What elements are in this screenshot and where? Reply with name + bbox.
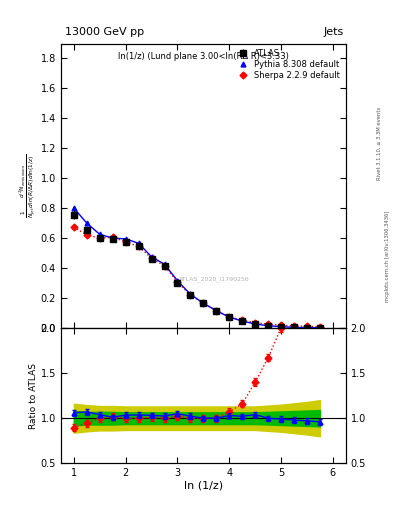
Sherpa 2.2.9 default [136,243,141,249]
Text: mcplots.cern.ch [arXiv:1306.3436]: mcplots.cern.ch [arXiv:1306.3436] [385,210,389,302]
Text: 13000 GeV pp: 13000 GeV pp [65,27,144,37]
Pythia 8.308 default [253,321,257,327]
Pythia 8.308 default [240,318,244,324]
Pythia 8.308 default [175,278,180,284]
Text: ln(1/z) (Lund plane 3.00<ln(RΔ R)<3.33): ln(1/z) (Lund plane 3.00<ln(RΔ R)<3.33) [118,52,289,61]
Sherpa 2.2.9 default [72,224,76,230]
Pythia 8.308 default [318,325,322,331]
Pythia 8.308 default [305,325,309,331]
Pythia 8.308 default [214,308,219,314]
Sherpa 2.2.9 default [227,314,231,320]
Pythia 8.308 default [188,291,193,297]
Pythia 8.308 default [227,314,231,320]
Pythia 8.308 default [149,254,154,260]
Pythia 8.308 default [136,240,141,246]
Sherpa 2.2.9 default [292,323,296,329]
Text: Jets: Jets [323,27,344,37]
Pythia 8.308 default [84,220,89,226]
Y-axis label: Ratio to ATLAS: Ratio to ATLAS [29,362,38,429]
Sherpa 2.2.9 default [188,292,193,298]
Sherpa 2.2.9 default [240,317,244,323]
Sherpa 2.2.9 default [305,324,309,330]
Sherpa 2.2.9 default [214,308,219,314]
Line: Pythia 8.308 default: Pythia 8.308 default [72,206,322,330]
Sherpa 2.2.9 default [110,234,115,241]
Sherpa 2.2.9 default [266,321,270,327]
Pythia 8.308 default [72,205,76,211]
Y-axis label: $\frac{1}{N_{jet}}\frac{d^2 N_{emissions}}{d\ln(R/\Delta R)\,d\ln(1/z)}$: $\frac{1}{N_{jet}}\frac{d^2 N_{emissions… [17,154,38,218]
Sherpa 2.2.9 default [318,324,322,330]
Sherpa 2.2.9 default [201,300,206,306]
Pythia 8.308 default [97,231,102,238]
Sherpa 2.2.9 default [84,232,89,238]
Pythia 8.308 default [292,324,296,330]
Text: Rivet 3.1.10, ≥ 3.3M events: Rivet 3.1.10, ≥ 3.3M events [377,106,382,180]
Line: Sherpa 2.2.9 default: Sherpa 2.2.9 default [72,224,322,329]
Sherpa 2.2.9 default [97,235,102,241]
Pythia 8.308 default [266,323,270,329]
X-axis label: ln (1/z): ln (1/z) [184,481,223,491]
Sherpa 2.2.9 default [253,319,257,326]
Pythia 8.308 default [279,324,283,330]
Pythia 8.308 default [201,300,206,306]
Legend: ATLAS, Pythia 8.308 default, Sherpa 2.2.9 default: ATLAS, Pythia 8.308 default, Sherpa 2.2.… [234,48,342,81]
Pythia 8.308 default [123,236,128,242]
Sherpa 2.2.9 default [123,239,128,245]
Text: ATLAS_2020_I1790256: ATLAS_2020_I1790256 [179,276,250,283]
Pythia 8.308 default [110,235,115,241]
Pythia 8.308 default [162,261,167,267]
Sherpa 2.2.9 default [162,263,167,269]
Sherpa 2.2.9 default [149,255,154,262]
Sherpa 2.2.9 default [175,279,180,285]
Sherpa 2.2.9 default [279,322,283,328]
